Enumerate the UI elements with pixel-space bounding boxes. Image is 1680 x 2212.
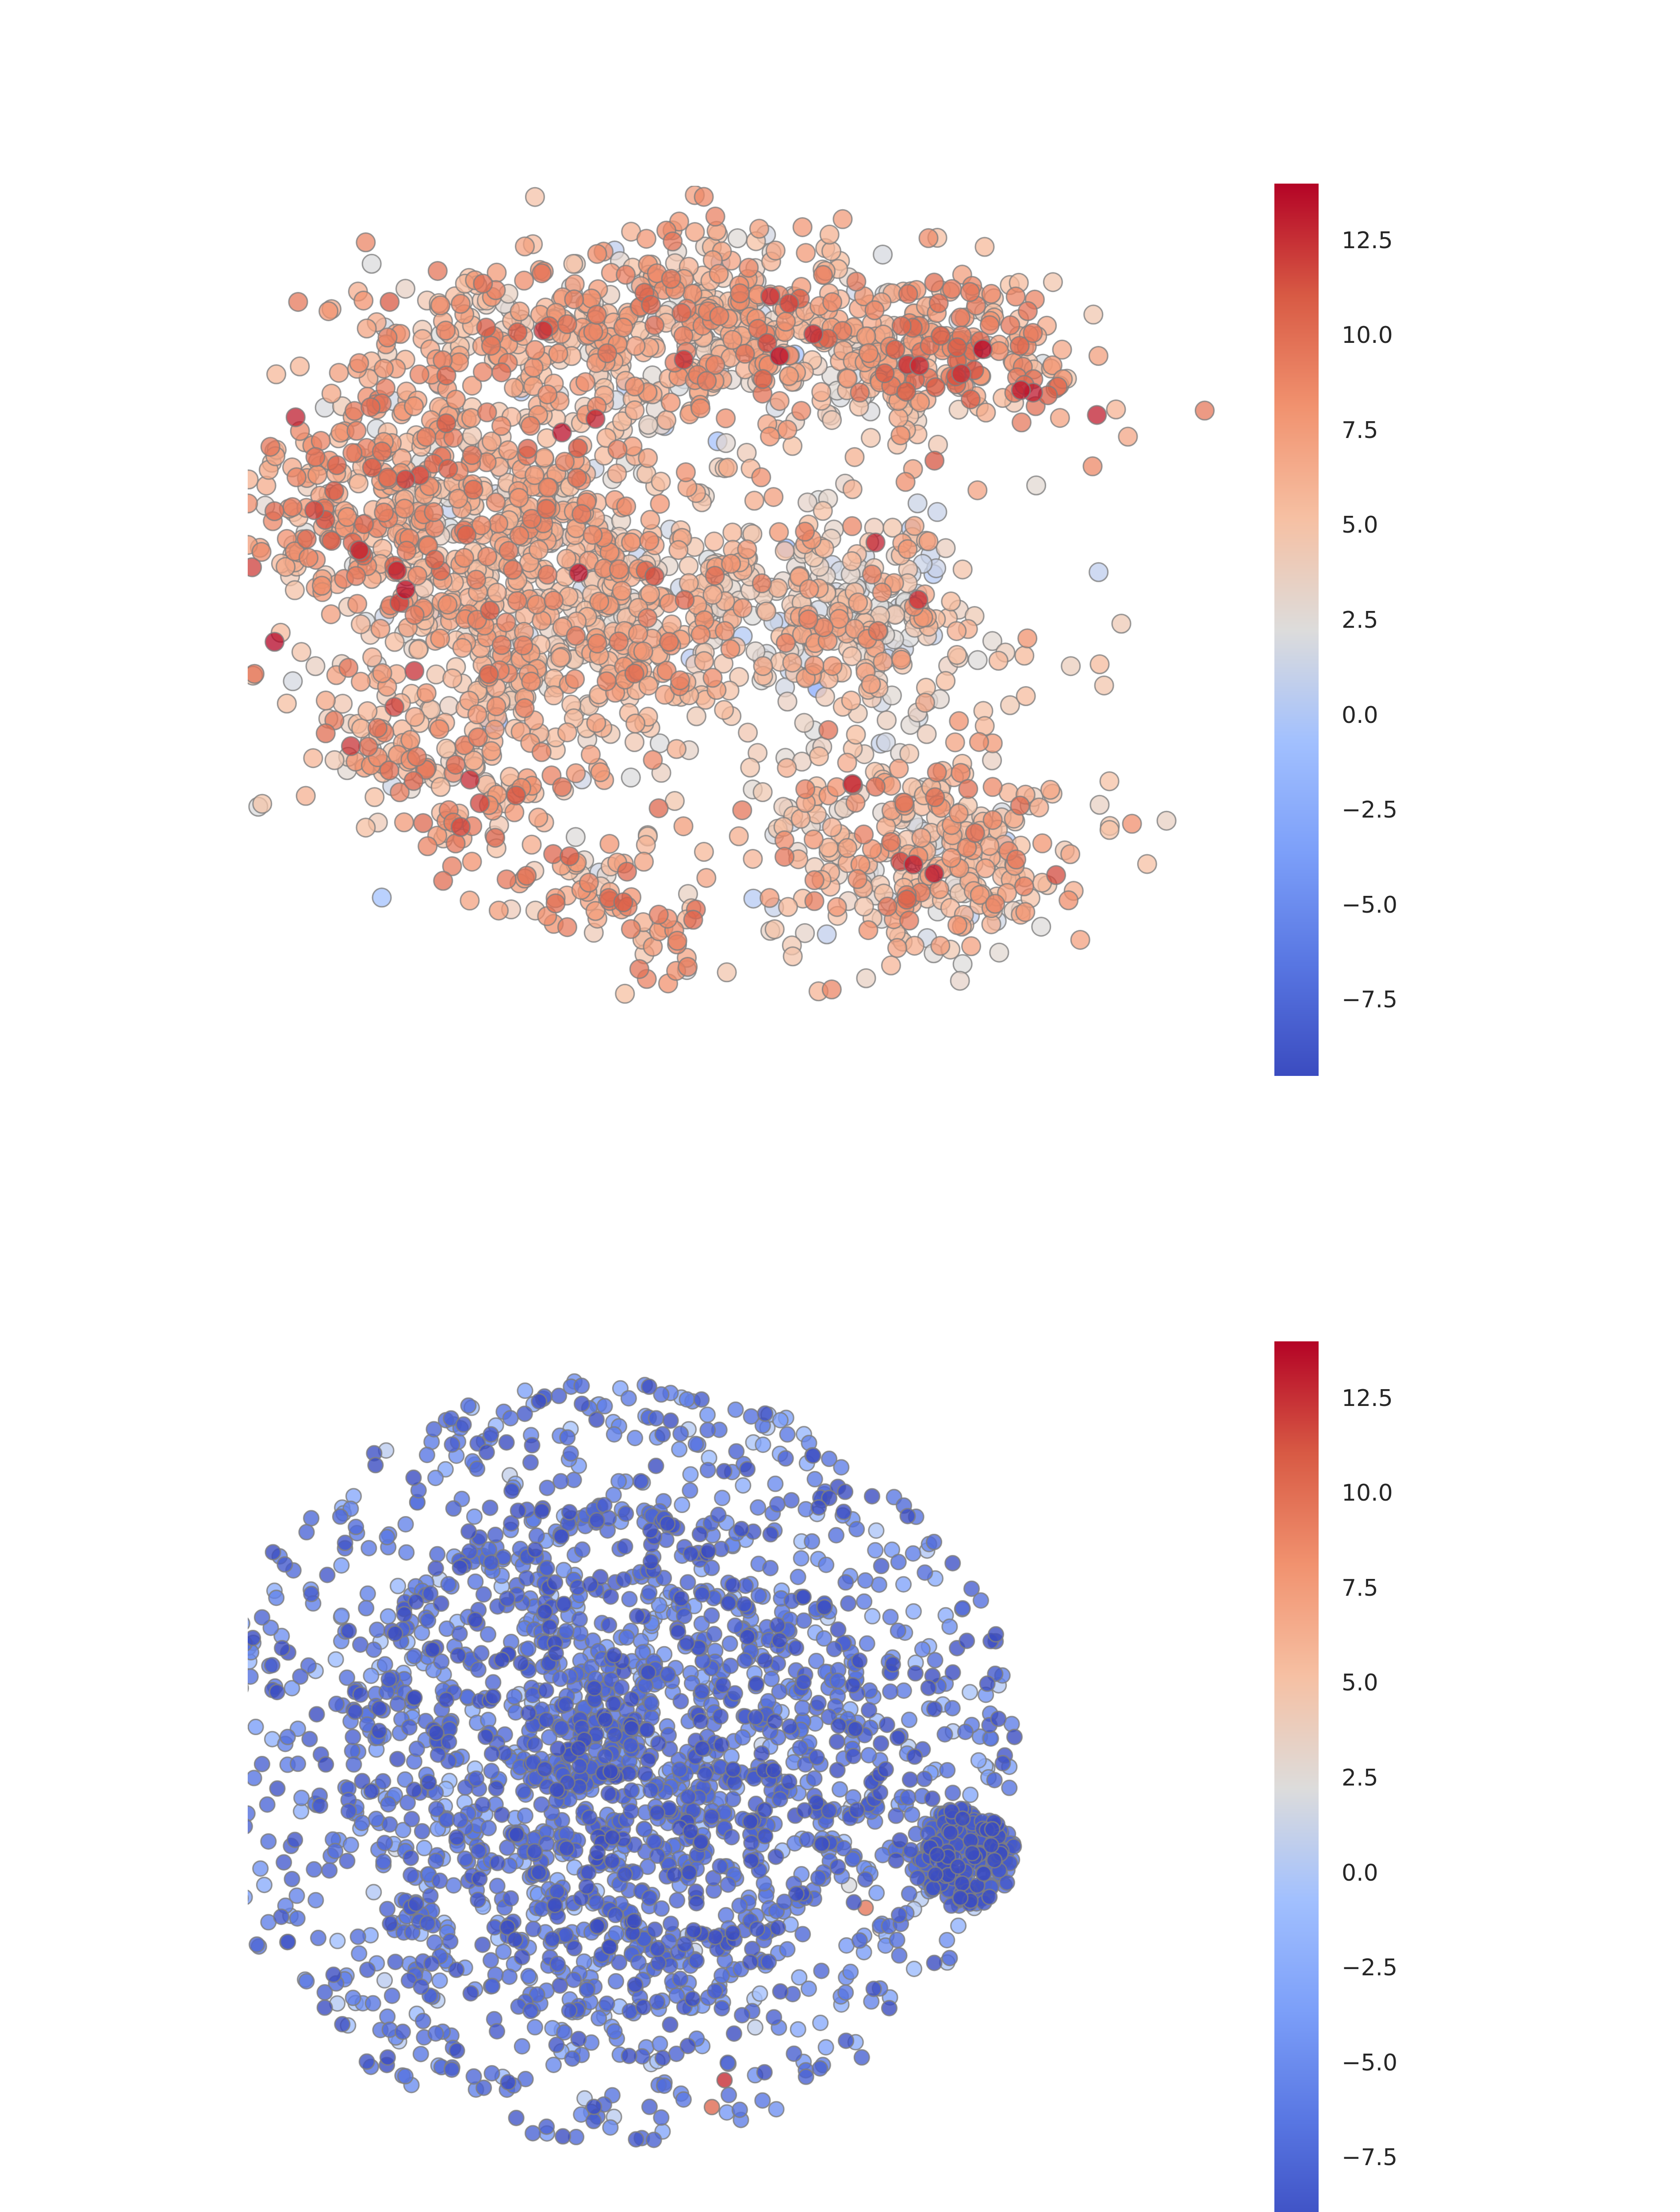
colorbar-top: 12.5 10.0 7.5 5.0 2.5 0.0 −2.5 −5.0 −7.5 — [1274, 184, 1397, 1076]
colorbar-tick-label: 12.5 — [1342, 1385, 1393, 1412]
colorbar-gradient-bottom — [1274, 1341, 1319, 2212]
colorbar-tick-label: −2.5 — [1342, 1955, 1398, 1982]
colorbar-bottom: 12.5 10.0 7.5 5.0 2.5 0.0 −2.5 −5.0 −7.5 — [1274, 1341, 1397, 2212]
colorbar-tick-label: 7.5 — [1342, 1575, 1378, 1601]
panel-top: 12.5 10.0 7.5 5.0 2.5 0.0 −2.5 −5.0 −7.5 — [248, 184, 1398, 1076]
scatter-plot-top — [248, 186, 1221, 1026]
scatter-canvas-top — [248, 186, 1221, 1026]
panel-bottom: 12.5 10.0 7.5 5.0 2.5 0.0 −2.5 −5.0 −7.5 — [0, 1228, 1680, 2212]
colorbar-tick-labels-top: 12.5 10.0 7.5 5.0 2.5 0.0 −2.5 −5.0 −7.5 — [1319, 184, 1504, 1076]
colorbar-tick-label: 2.5 — [1342, 1765, 1378, 1792]
colorbar-tick-label: 10.0 — [1342, 322, 1393, 349]
colorbar-tick-label: 0.0 — [1342, 702, 1378, 729]
colorbar-tick-label: 0.0 — [1342, 1859, 1378, 1886]
colorbar-tick-label: −5.0 — [1342, 2049, 1398, 2076]
colorbar-tick-label: 10.0 — [1342, 1480, 1393, 1507]
colorbar-tick-label: −7.5 — [1342, 987, 1398, 1014]
colorbar-tick-label: 7.5 — [1342, 417, 1378, 444]
scatter-canvas-bottom — [248, 1340, 1221, 2181]
colorbar-tick-labels-bottom: 12.5 10.0 7.5 5.0 2.5 0.0 −2.5 −5.0 −7.5 — [1319, 1341, 1504, 2212]
colorbar-gradient-top — [1274, 184, 1319, 1076]
colorbar-tick-label: 5.0 — [1342, 1670, 1378, 1697]
colorbar-tick-label: −5.0 — [1342, 891, 1398, 918]
colorbar-tick-label: 5.0 — [1342, 512, 1378, 539]
colorbar-tick-label: −7.5 — [1342, 2144, 1398, 2171]
colorbar-tick-label: 2.5 — [1342, 607, 1378, 634]
colorbar-tick-label: 12.5 — [1342, 227, 1393, 254]
colorbar-tick-label: −2.5 — [1342, 797, 1398, 824]
scatter-plot-bottom — [248, 1340, 1221, 2181]
